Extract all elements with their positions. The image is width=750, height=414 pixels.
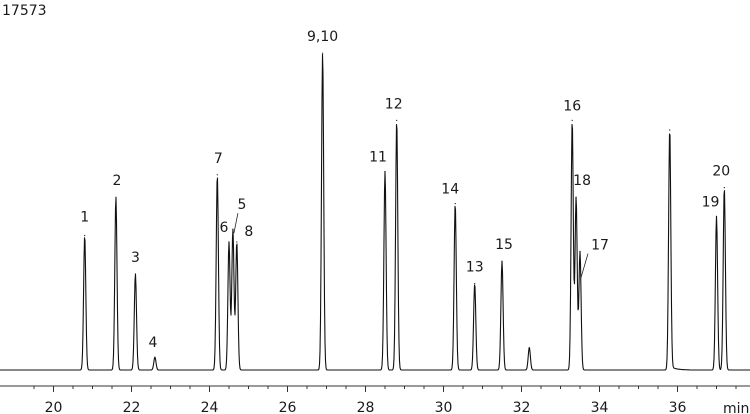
sample-id-label: 17573 xyxy=(2,3,47,19)
x-tick-label: 26 xyxy=(279,400,297,414)
peak-apex xyxy=(501,260,503,262)
peak-apex xyxy=(115,196,117,198)
peak-label: 7 xyxy=(214,151,223,167)
peak-apex xyxy=(474,283,476,285)
peak-apex xyxy=(154,356,156,358)
x-tick-label: 24 xyxy=(201,400,219,414)
peak-label: 18 xyxy=(573,173,591,189)
x-tick-label: 20 xyxy=(45,400,63,414)
peak-apex xyxy=(528,347,530,349)
peak-apex xyxy=(384,171,386,173)
peak-leader-line xyxy=(580,253,589,278)
peak-leader-line xyxy=(233,213,239,234)
x-axis: 20 22 24 26 28 30 32 34 36 xyxy=(0,385,750,414)
peak-apex xyxy=(134,273,136,275)
x-tick-label: 28 xyxy=(357,400,375,414)
peak-apex xyxy=(322,52,324,54)
peak-label: 13 xyxy=(466,260,484,276)
peak-apex xyxy=(216,174,218,176)
peak-label: 6 xyxy=(220,220,229,236)
peak-apex xyxy=(579,251,581,253)
peak-apex xyxy=(84,235,86,237)
trace-layer xyxy=(0,52,750,371)
chromatogram-trace xyxy=(0,53,750,371)
x-tick-label: 22 xyxy=(123,400,141,414)
peak-apex xyxy=(454,203,456,205)
peak-label: 2 xyxy=(112,173,121,189)
x-tick-label: 30 xyxy=(435,400,453,414)
peak-label: 9,10 xyxy=(307,29,338,45)
peak-label: 11 xyxy=(369,150,387,166)
peak-label: 19 xyxy=(702,194,720,210)
x-axis-ticks: 20 22 24 26 28 30 32 34 36 xyxy=(33,386,737,414)
x-tick-label: 32 xyxy=(513,400,531,414)
peak-label: 15 xyxy=(495,237,513,253)
peak-apex xyxy=(232,228,234,230)
peak-apex xyxy=(228,241,230,243)
peak-apex xyxy=(669,129,671,131)
peak-apex xyxy=(723,187,725,189)
peak-apex xyxy=(715,215,718,217)
peak-apex xyxy=(575,196,577,198)
peak-apex xyxy=(236,241,238,243)
peak-label: 20 xyxy=(712,164,730,180)
x-tick-label: 36 xyxy=(669,400,687,414)
peak-label: 14 xyxy=(441,182,459,198)
peak-label: 3 xyxy=(131,250,140,266)
peak-label: 16 xyxy=(563,98,581,114)
peak-apex xyxy=(571,119,573,121)
peak-label: 8 xyxy=(244,224,253,240)
x-tick-label: 34 xyxy=(591,400,609,414)
peak-label: 4 xyxy=(148,335,157,351)
peak-apex xyxy=(396,119,398,121)
peak-label: 5 xyxy=(237,197,246,213)
peak-label: 17 xyxy=(591,238,609,254)
peak-label: 1 xyxy=(80,210,89,226)
peak-label: 12 xyxy=(385,96,403,112)
x-axis-unit-label: min xyxy=(723,401,749,414)
